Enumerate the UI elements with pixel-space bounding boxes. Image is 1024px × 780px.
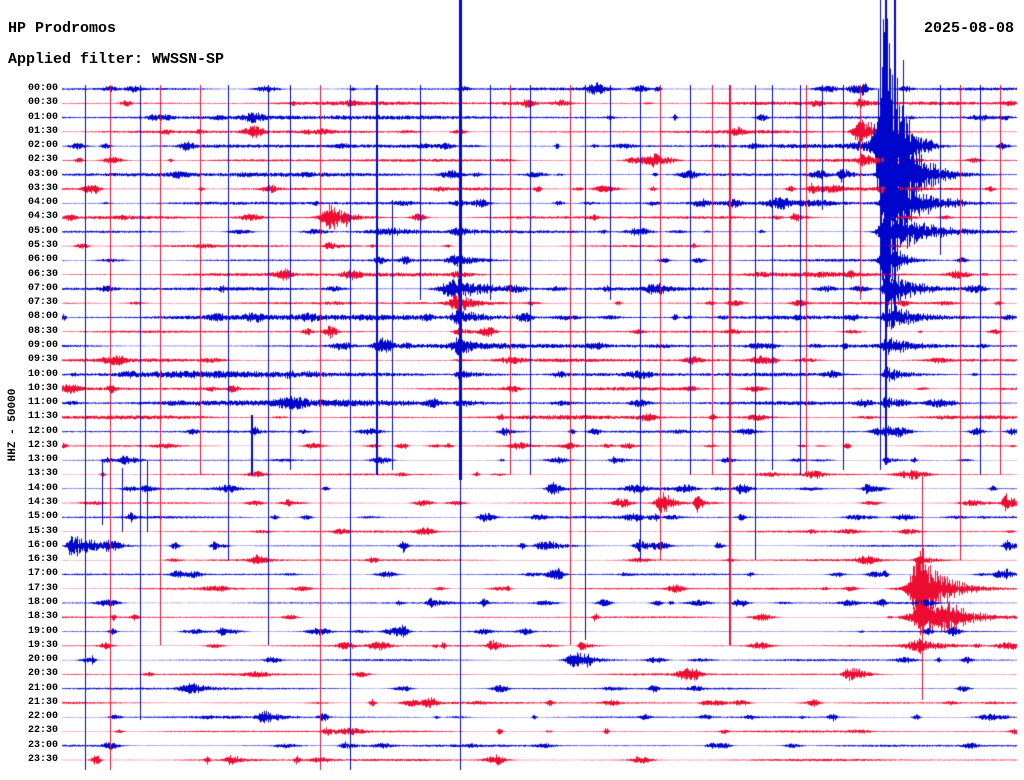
time-label-1630: 16:30: [27, 554, 58, 566]
time-label-1230: 12:30: [27, 439, 58, 451]
time-label-1500: 15:00: [27, 511, 58, 523]
time-label-2130: 21:30: [27, 696, 58, 708]
time-label-2200: 22:00: [27, 711, 58, 723]
time-label-1900: 19:00: [27, 625, 58, 637]
time-label-2300: 23:00: [27, 739, 58, 751]
time-axis: 00:00 00:30 01:00 01:30 02:00 02:30 03:00 03:30…: [0, 0, 58, 780]
time-label-1300: 13:00: [27, 454, 58, 466]
time-label-1400: 14:00: [27, 482, 58, 494]
time-label-0630: 06:30: [27, 268, 58, 280]
time-label-0500: 05:00: [27, 225, 58, 237]
time-label-0030: 00:30: [27, 97, 58, 109]
time-label-0130: 01:30: [27, 125, 58, 137]
station-title: HP Prodromos: [8, 20, 117, 37]
time-label-1430: 14:30: [27, 497, 58, 509]
time-label-0330: 03:30: [27, 182, 58, 194]
applied-filter-label: Applied filter: WWSSN-SP: [8, 51, 225, 68]
time-label-1530: 15:30: [27, 525, 58, 537]
time-label-0600: 06:00: [27, 254, 58, 266]
time-label-1030: 10:30: [27, 382, 58, 394]
time-label-0430: 04:30: [27, 211, 58, 223]
time-label-1700: 17:00: [27, 568, 58, 580]
time-label-0730: 07:30: [27, 297, 58, 309]
time-label-2330: 23:30: [27, 754, 58, 766]
time-label-1200: 12:00: [27, 425, 58, 437]
time-label-1330: 13:30: [27, 468, 58, 480]
date-label: 2025-08-08: [923, 20, 1014, 37]
time-label-2230: 22:30: [27, 725, 58, 737]
time-label-0530: 05:30: [27, 240, 58, 252]
time-label-0400: 04:00: [27, 197, 58, 209]
time-label-0100: 01:00: [27, 111, 58, 123]
time-label-1600: 16:00: [27, 539, 58, 551]
time-label-0000: 00:00: [27, 83, 58, 94]
time-label-2100: 21:00: [27, 682, 58, 694]
time-label-0900: 09:00: [27, 339, 58, 351]
time-label-0300: 03:00: [27, 168, 58, 180]
time-label-1800: 18:00: [27, 596, 58, 608]
time-label-1130: 11:30: [27, 411, 58, 423]
time-label-0700: 07:00: [27, 282, 58, 294]
time-label-1830: 18:30: [27, 611, 58, 623]
time-label-0200: 02:00: [27, 140, 58, 152]
time-label-1930: 19:30: [27, 639, 58, 651]
time-label-0230: 02:30: [27, 154, 58, 166]
time-label-1000: 10:00: [27, 368, 58, 380]
time-label-2030: 20:30: [27, 668, 58, 680]
time-label-0930: 09:30: [27, 354, 58, 366]
time-label-0800: 08:00: [27, 311, 58, 323]
time-label-0830: 08:30: [27, 325, 58, 337]
time-label-1100: 11:00: [27, 397, 58, 409]
time-label-2000: 20:00: [27, 654, 58, 666]
time-label-1730: 17:30: [27, 582, 58, 594]
